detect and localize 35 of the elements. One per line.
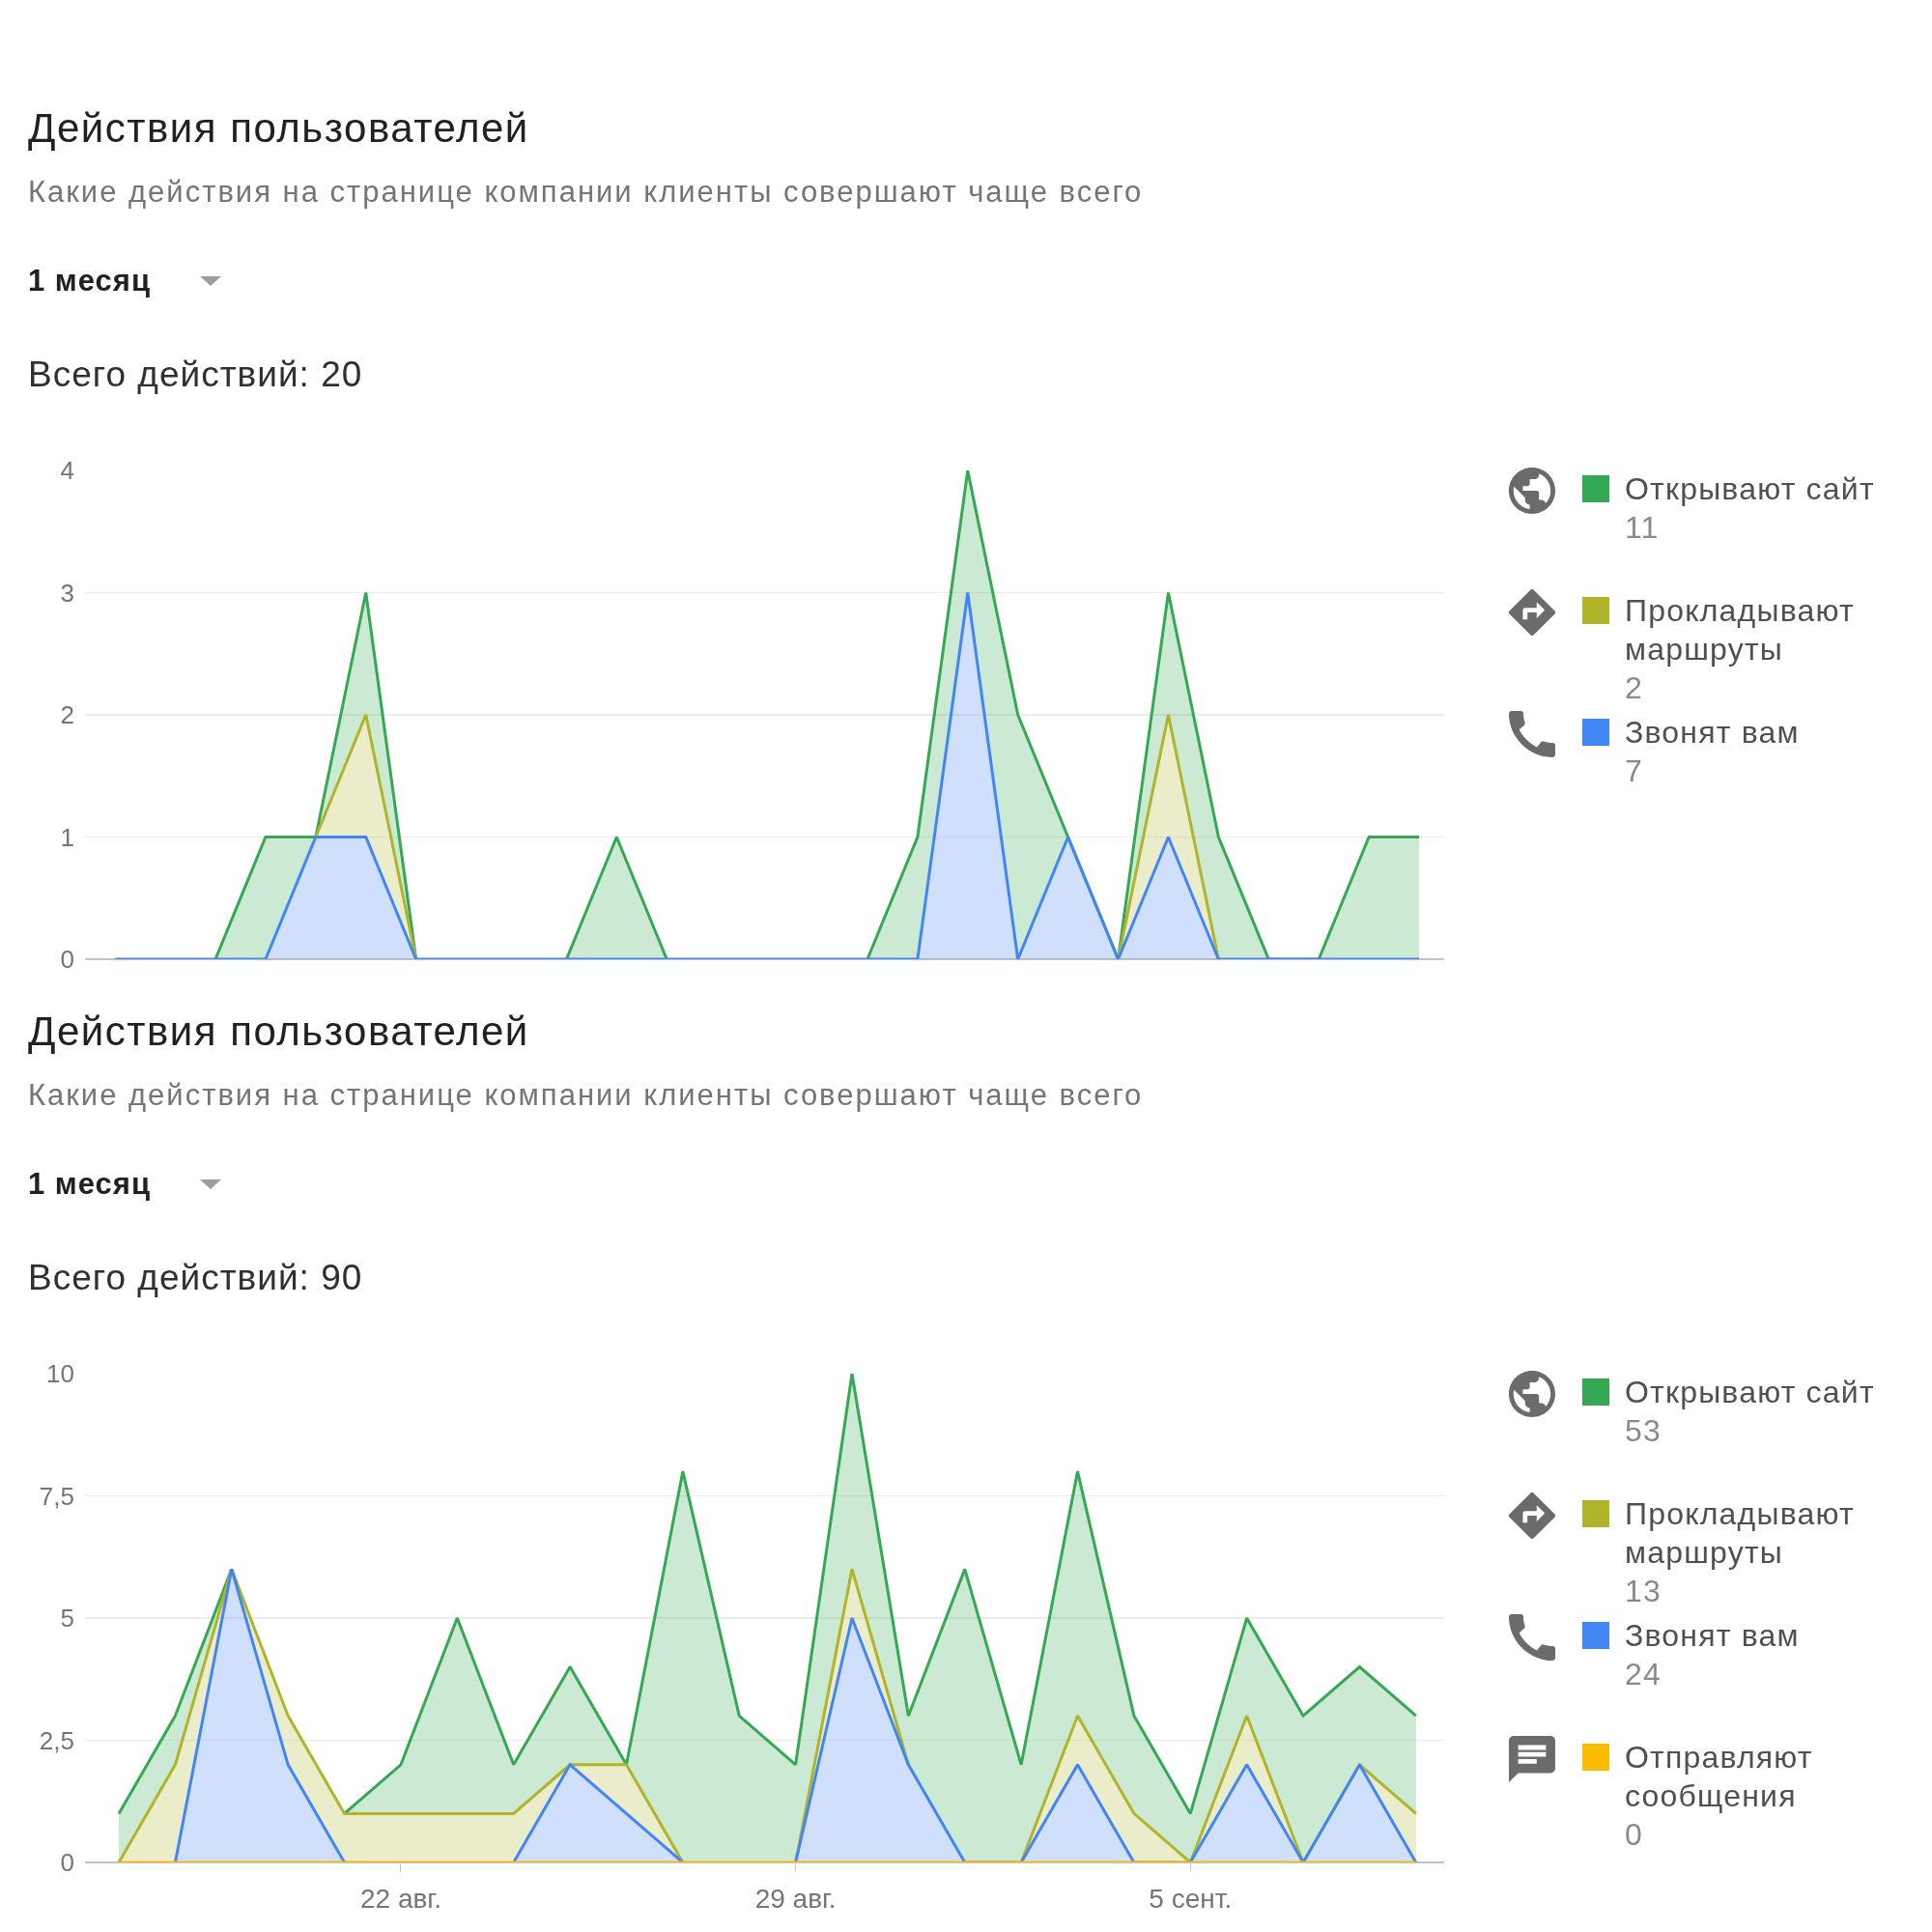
text: 1 месяц (28, 263, 152, 299)
text: Всего действий: 90 (28, 1257, 363, 1299)
legend-label: Звонят вам (1625, 1617, 1801, 1655)
chart-title: Действия пользователей (28, 104, 529, 153)
text: 53 (1625, 1412, 1662, 1450)
y-tick-label: 0 (60, 945, 74, 975)
text: 13 (1625, 1573, 1662, 1610)
y-tick-label: 3 (60, 578, 74, 608)
y-tick-label: 1 (60, 822, 74, 852)
text: Всего действий: 20 (28, 354, 363, 396)
legend-label: Прокладывают маршруты (1625, 1495, 1856, 1572)
text: 24 (1625, 1656, 1662, 1693)
y-tick-label: 0 (60, 1848, 74, 1878)
x-tick-label: 5 сент. (1149, 1883, 1233, 1914)
x-tick-label: 22 авг. (359, 1883, 441, 1914)
legend-label: Открывают сайт (1625, 1374, 1876, 1411)
chart-subtitle: Какие действия на странице компании клиенты совершают чаще всего (28, 174, 1144, 211)
y-tick-label: 10 (46, 1359, 74, 1389)
chart-title: Действия пользователей (28, 1008, 529, 1056)
text: 2 (1625, 669, 1644, 707)
legend-label: Отправляют сообщения (1625, 1739, 1814, 1815)
text: 7 (1625, 753, 1644, 790)
legend-label: Прокладывают маршруты (1625, 592, 1856, 668)
y-tick-label: 2 (60, 700, 74, 730)
legend-label: Звонят вам (1625, 714, 1801, 752)
text: 0 (1625, 1816, 1644, 1854)
x-tick-label: 29 авг. (754, 1883, 837, 1914)
legend-label: Открывают сайт (1625, 470, 1876, 508)
y-tick-label: 5 (60, 1604, 74, 1634)
text: 1 месяц (28, 1166, 152, 1203)
y-tick-label: 2,5 (39, 1725, 74, 1755)
chart-subtitle: Какие действия на странице компании клиенты совершают чаще всего (28, 1077, 1144, 1114)
y-tick-label: 7,5 (39, 1481, 74, 1511)
y-tick-label: 4 (60, 456, 74, 486)
text: 11 (1625, 509, 1661, 547)
